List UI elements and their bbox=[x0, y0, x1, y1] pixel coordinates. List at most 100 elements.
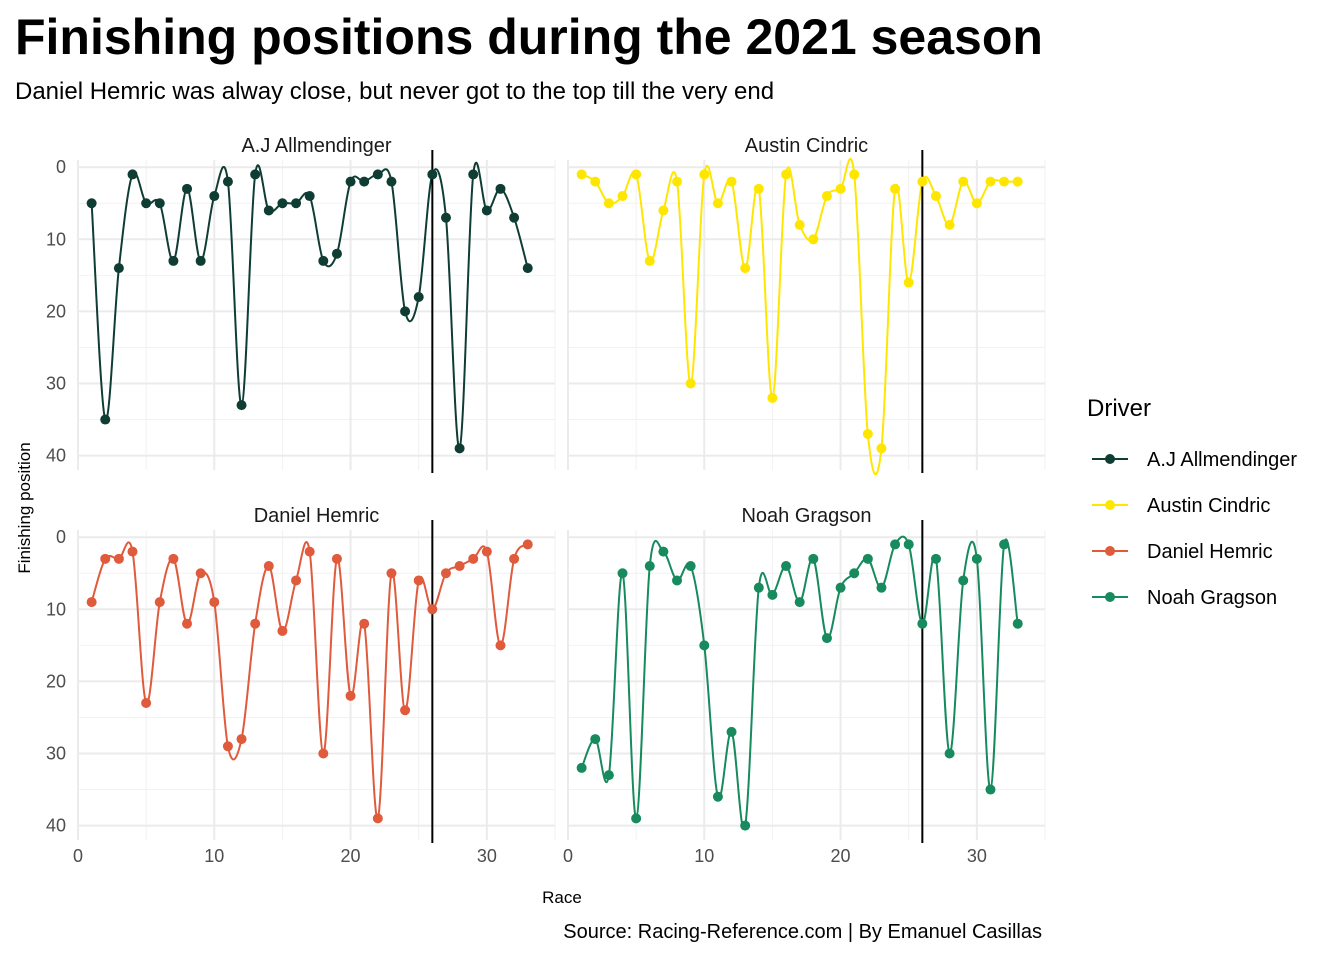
x-tick-label: 0 bbox=[563, 846, 573, 866]
data-point bbox=[590, 176, 601, 187]
y-tick-label: 40 bbox=[46, 816, 66, 836]
legend-label: Noah Gragson bbox=[1147, 587, 1277, 609]
data-point bbox=[100, 553, 111, 564]
x-tick-label: 30 bbox=[477, 846, 497, 866]
y-tick-label: 20 bbox=[46, 671, 66, 691]
data-point bbox=[740, 820, 751, 831]
data-point bbox=[999, 176, 1010, 187]
data-point bbox=[944, 219, 955, 230]
data-point bbox=[794, 219, 805, 230]
data-point bbox=[862, 428, 873, 439]
legend-item-austin-cindric: Austin Cindric bbox=[1092, 495, 1270, 517]
data-point bbox=[168, 255, 179, 266]
data-point bbox=[509, 212, 520, 223]
data-point bbox=[753, 582, 764, 593]
data-point bbox=[631, 169, 642, 180]
data-point bbox=[1012, 618, 1023, 629]
data-point bbox=[386, 176, 397, 187]
data-point bbox=[631, 813, 642, 824]
data-point bbox=[958, 575, 969, 586]
x-tick-label: 30 bbox=[967, 846, 987, 866]
y-tick-label: 0 bbox=[56, 157, 66, 177]
data-point bbox=[644, 561, 655, 572]
data-point bbox=[740, 263, 751, 274]
data-point bbox=[849, 568, 860, 579]
data-point bbox=[331, 553, 342, 564]
data-point bbox=[999, 539, 1010, 550]
data-point bbox=[182, 183, 193, 194]
data-point bbox=[835, 582, 846, 593]
data-point bbox=[440, 212, 451, 223]
data-point bbox=[127, 546, 138, 557]
data-point bbox=[454, 561, 465, 572]
facet-daniel-hemric: Daniel Hemric 0 10 20 30 40 0 10 20 30 bbox=[46, 505, 556, 866]
legend-key-point bbox=[1105, 546, 1115, 556]
facet-label: Daniel Hemric bbox=[254, 505, 380, 527]
data-point bbox=[277, 198, 288, 209]
facet-a-j-allmendinger: A.J Allmendinger 0 10 20 30 40 bbox=[46, 135, 556, 473]
data-point bbox=[958, 176, 969, 187]
data-point bbox=[291, 198, 302, 209]
facet-label: A.J Allmendinger bbox=[241, 135, 391, 157]
data-point bbox=[699, 640, 710, 651]
series-line-noah-gragson bbox=[580, 535, 1019, 830]
data-point bbox=[917, 618, 928, 629]
data-point bbox=[821, 633, 832, 644]
data-point bbox=[753, 183, 764, 194]
data-point bbox=[658, 205, 669, 216]
y-tick-label: 30 bbox=[46, 373, 66, 393]
data-point bbox=[400, 705, 411, 716]
data-point bbox=[672, 575, 683, 586]
data-point bbox=[304, 191, 315, 202]
y-axis-title: Finishing position bbox=[15, 442, 34, 573]
data-point bbox=[522, 263, 533, 274]
data-point bbox=[372, 813, 383, 824]
data-point bbox=[835, 183, 846, 194]
y-tick-label: 10 bbox=[46, 599, 66, 619]
data-point bbox=[195, 568, 206, 579]
chart-subtitle: Daniel Hemric was alway close, but never… bbox=[15, 78, 775, 105]
facet-label: Austin Cindric bbox=[745, 135, 868, 157]
data-point bbox=[318, 255, 329, 266]
data-point bbox=[86, 597, 97, 608]
x-tick-label: 10 bbox=[694, 846, 714, 866]
data-point bbox=[386, 568, 397, 579]
data-point bbox=[876, 443, 887, 454]
data-point bbox=[222, 176, 233, 187]
y-tick-label: 10 bbox=[46, 229, 66, 249]
data-point bbox=[644, 255, 655, 266]
facet-panels: A.J Allmendinger 0 10 20 30 40 Austin Cindric D… bbox=[46, 135, 1046, 866]
data-point bbox=[250, 618, 261, 629]
data-point bbox=[903, 539, 914, 550]
data-point bbox=[345, 690, 356, 701]
data-point bbox=[304, 546, 315, 557]
data-point bbox=[603, 770, 614, 781]
legend-label: Daniel Hemric bbox=[1147, 541, 1273, 563]
data-point bbox=[930, 191, 941, 202]
data-point bbox=[168, 553, 179, 564]
data-point bbox=[236, 734, 247, 745]
data-point bbox=[617, 568, 628, 579]
x-tick-label: 20 bbox=[831, 846, 851, 866]
data-point bbox=[345, 176, 356, 187]
data-point bbox=[849, 169, 860, 180]
x-tick-label: 0 bbox=[73, 846, 83, 866]
legend-key-point bbox=[1105, 592, 1115, 602]
data-point bbox=[576, 762, 587, 773]
data-point bbox=[182, 618, 193, 629]
data-point bbox=[862, 553, 873, 564]
data-point bbox=[400, 306, 411, 317]
data-point bbox=[685, 378, 696, 389]
data-point bbox=[767, 392, 778, 403]
data-point bbox=[808, 553, 819, 564]
data-point bbox=[263, 561, 274, 572]
data-point bbox=[509, 553, 520, 564]
legend: Driver A.J Allmendinger Austin Cindric Dan… bbox=[1087, 395, 1297, 609]
data-point bbox=[209, 191, 220, 202]
data-point bbox=[712, 198, 723, 209]
data-point bbox=[658, 546, 669, 557]
data-point bbox=[154, 198, 165, 209]
data-point bbox=[427, 169, 438, 180]
data-point bbox=[576, 169, 587, 180]
data-point bbox=[495, 640, 506, 651]
